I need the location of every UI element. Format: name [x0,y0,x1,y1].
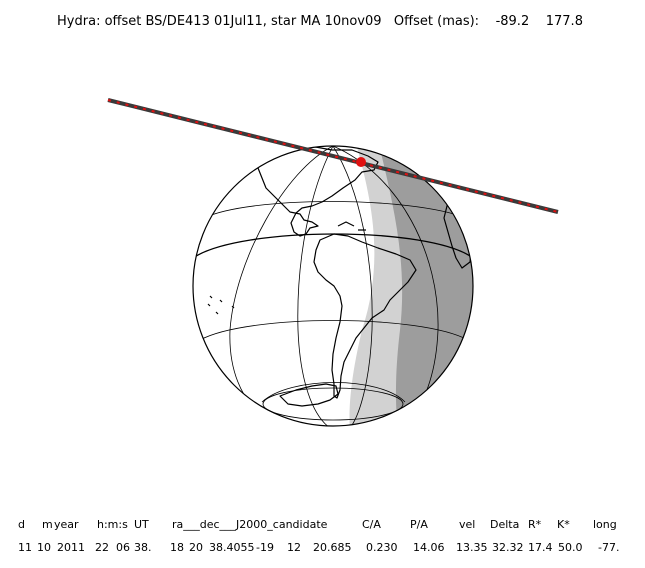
col-header-vel: vel [459,518,476,531]
value-hour: 22 [95,541,109,554]
value-vel: 13.35 [456,541,488,554]
col-header-pa: P/A [410,518,428,531]
plot-title: Hydra: offset BS/DE413 01Jul11, star MA … [57,14,583,29]
value-dec-seconds: 20.685 [313,541,352,554]
value-ra-seconds: 38.4055 [209,541,255,554]
value-delta: 32.32 [492,541,524,554]
col-header-ut: UT [134,518,149,531]
pacific-islands [207,295,235,315]
col-header-d: d [18,518,25,531]
col-header-rstar: R* [528,518,542,531]
value-second: 38. [134,541,152,554]
south-america-outline [313,233,417,399]
col-header-kstar: K* [557,518,570,531]
south-pole-cap [262,387,404,421]
value-ra-hours: 18 [170,541,184,554]
col-header-radec: ra___dec___J2000_candidate [172,518,328,531]
value-kstar: 50.0 [558,541,583,554]
track-line [107,98,559,214]
caribbean-islands [337,221,366,231]
value-dec-minutes: 12 [287,541,301,554]
value-month: 10 [37,541,51,554]
value-dec-degrees: -19 [256,541,274,554]
value-ra-minutes: 20 [189,541,203,554]
shadow-track [107,98,559,214]
col-header-delta: Delta [490,518,520,531]
col-header-ca: C/A [362,518,381,531]
north-america-outline [257,146,379,237]
value-year: 2011 [57,541,85,554]
value-day: 11 [18,541,32,554]
value-rstar: 17.4 [528,541,553,554]
value-pa: 14.06 [413,541,445,554]
col-header-long: long [593,518,617,531]
greenland-outline [395,146,421,165]
value-ca: 0.230 [366,541,398,554]
value-long: -77. [598,541,620,554]
col-header-year: year [54,518,79,531]
closest-approach-marker [356,157,366,167]
antarctica-outline [279,383,339,407]
col-header-hms: h:m:s [97,518,128,531]
value-minute: 06 [116,541,130,554]
col-header-m: m [42,518,53,531]
globe-limb [192,145,474,427]
